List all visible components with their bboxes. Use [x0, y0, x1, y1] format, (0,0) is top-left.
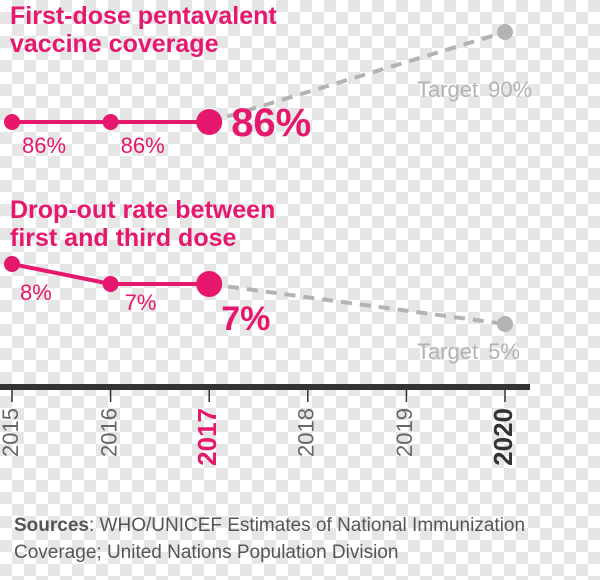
coverage-point-2016 [102, 114, 119, 130]
dropout-target-label-text: Target [417, 339, 478, 364]
dropout-label-2017: 7% [221, 300, 270, 338]
coverage-target-label-value: 90% [488, 77, 532, 102]
coverage-point-2015 [4, 114, 20, 130]
dropout-target-label: Target 5% [417, 339, 520, 364]
coverage-chart: First-dose pentavalent vaccine coverage … [4, 2, 532, 158]
x-tick-label-2019: 2019 [392, 408, 417, 457]
x-tick-label-2017: 2017 [192, 408, 222, 466]
vaccine-chart: First-dose pentavalent vaccine coverage … [0, 2, 532, 466]
x-tick-label-2018: 2018 [294, 408, 319, 457]
x-tick-label-2020: 2020 [488, 408, 518, 466]
sources-label: Sources [14, 515, 89, 536]
coverage-target-projection [208, 30, 506, 124]
coverage-target-point [497, 24, 513, 40]
coverage-title-line-2: vaccine coverage [10, 30, 219, 58]
x-axis: 2015 2016 2017 2018 2019 2020 [0, 384, 530, 466]
coverage-target-label: Target 90% [417, 77, 532, 102]
coverage-target-label-text: Target [417, 77, 478, 102]
x-tick-label-2015: 2015 [0, 408, 23, 457]
dropout-title-line-1: Drop-out rate between [10, 196, 275, 224]
coverage-label-2016: 86% [121, 133, 165, 158]
coverage-title-line-1: First-dose pentavalent [10, 2, 277, 30]
coverage-point-2017 [196, 109, 223, 135]
dropout-label-2015: 8% [20, 280, 52, 305]
x-tick-label-2016: 2016 [96, 408, 121, 457]
dropout-target-projection [208, 282, 506, 326]
dropout-target-point [497, 316, 513, 332]
dropout-point-2015 [4, 256, 20, 272]
sources-note: Sources: WHO/UNICEF Estimates of Nationa… [14, 512, 600, 566]
coverage-marks: 86% 86% 86% Target 90% [4, 24, 532, 158]
dropout-target-label-value: 5% [488, 339, 520, 364]
sources-text: : WHO/UNICEF Estimates of National Immun… [14, 515, 526, 563]
dropout-point-2016 [102, 276, 119, 292]
coverage-label-2017: 86% [231, 101, 311, 145]
dropout-label-2016: 7% [125, 290, 157, 315]
dropout-chart: Drop-out rate between first and third do… [4, 196, 520, 364]
dropout-title-line-2: first and third dose [10, 224, 237, 252]
coverage-label-2015: 86% [22, 133, 66, 158]
dropout-point-2017 [196, 271, 223, 297]
dropout-marks: 8% 7% 7% Target 5% [4, 256, 520, 364]
